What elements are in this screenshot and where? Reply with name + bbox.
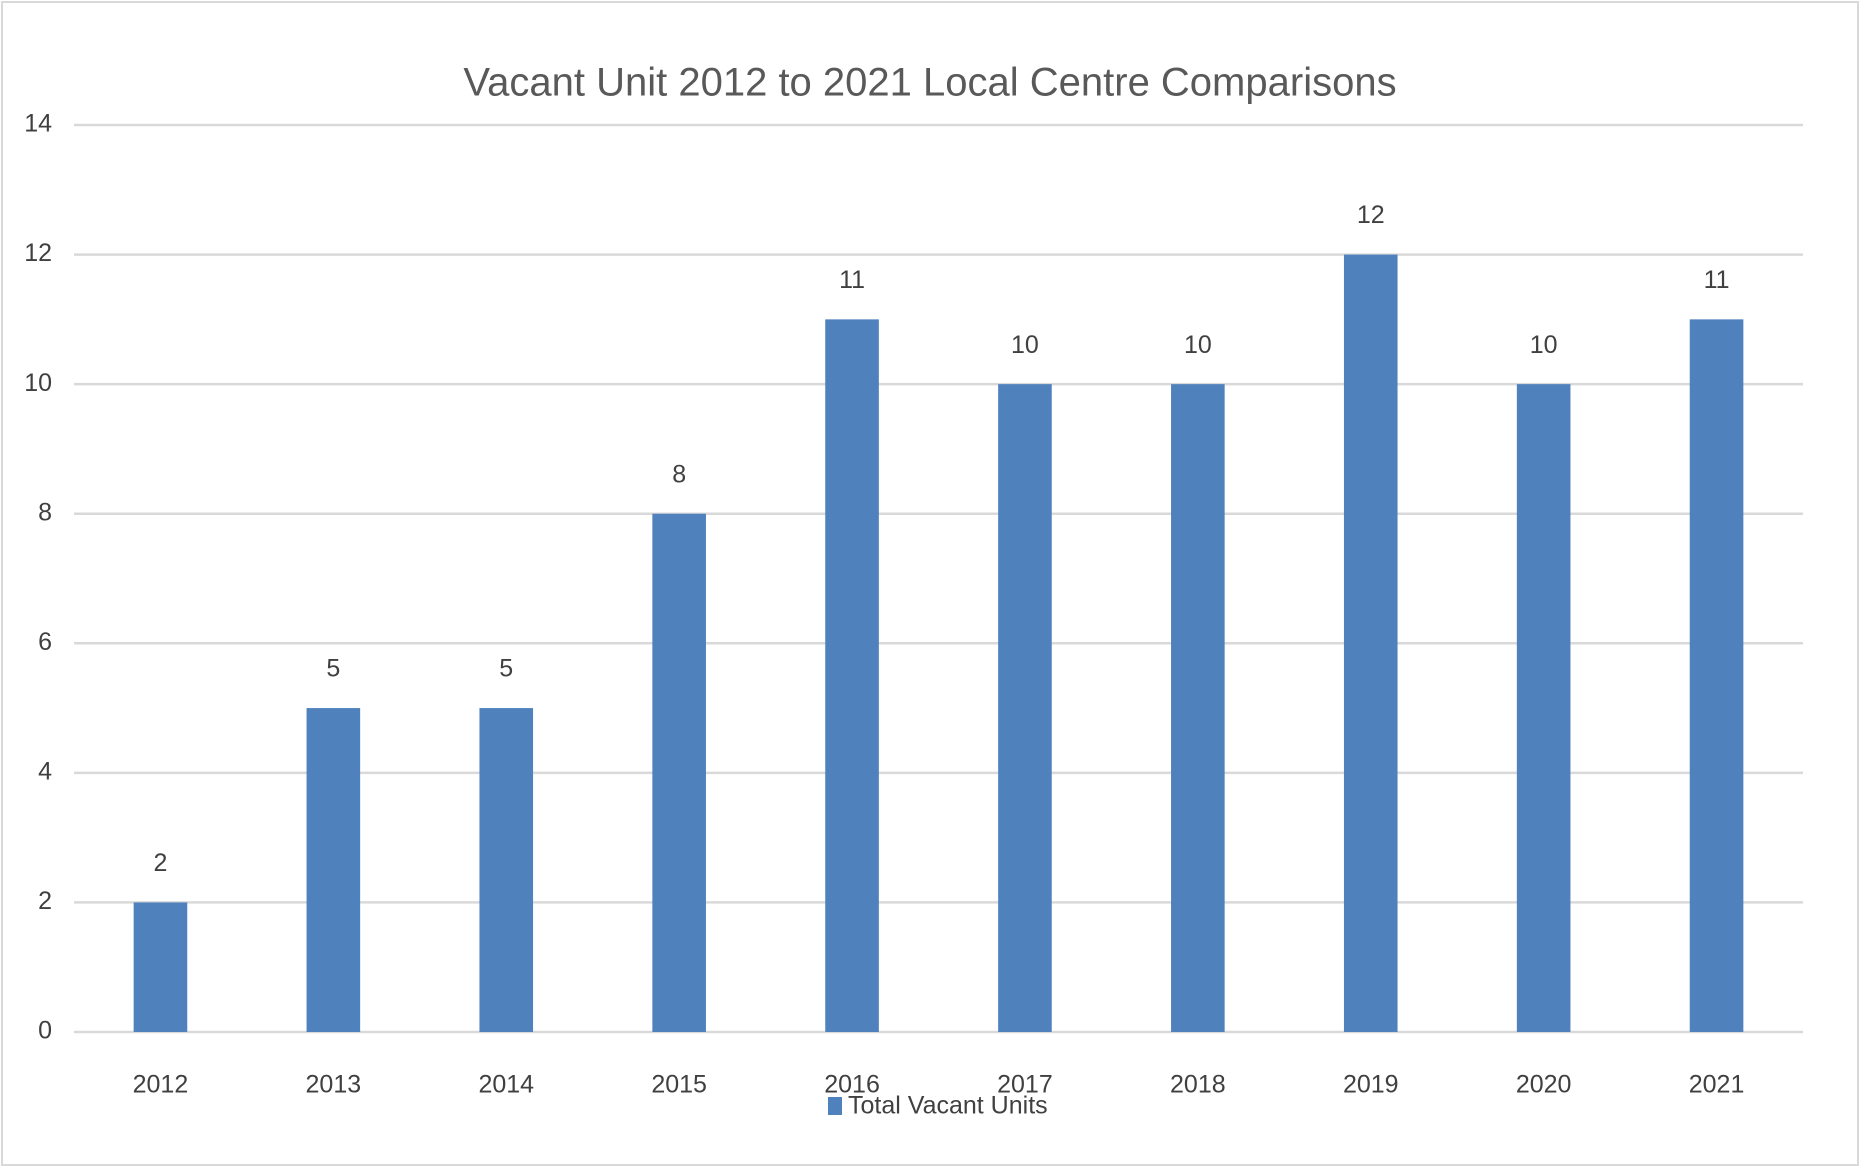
y-tick-label: 14: [24, 110, 52, 138]
data-label: 2: [153, 849, 167, 877]
bar: [1343, 254, 1398, 1033]
y-tick-label: 10: [24, 369, 52, 397]
bar: [306, 708, 361, 1032]
legend-label: Total Vacant Units: [848, 1092, 1048, 1120]
y-tick-label: 6: [38, 628, 52, 656]
bar: [1689, 319, 1744, 1032]
y-tick-label: 0: [38, 1017, 52, 1045]
bar: [133, 902, 188, 1032]
x-tick-label: 2016: [824, 1071, 880, 1099]
data-label: 11: [1704, 266, 1730, 294]
x-tick-label: 2014: [478, 1071, 534, 1099]
data-label: 10: [1184, 331, 1212, 359]
x-tick-label: 2021: [1689, 1071, 1745, 1099]
data-label: 10: [1011, 331, 1039, 359]
x-tick-label: 2020: [1516, 1071, 1572, 1099]
y-tick-label: 8: [38, 498, 52, 526]
data-label: 11: [839, 266, 865, 294]
x-tick-label: 2018: [1170, 1071, 1226, 1099]
y-tick-label: 12: [24, 239, 52, 267]
chart-title: Vacant Unit 2012 to 2021 Local Centre Co…: [463, 61, 1396, 105]
bar: [1516, 384, 1571, 1033]
y-tick-label: 2: [38, 887, 52, 915]
bar: [998, 384, 1052, 1033]
x-tick-label: 2012: [133, 1071, 189, 1099]
x-tick-label: 2017: [997, 1071, 1053, 1099]
x-tick-label: 2015: [651, 1071, 707, 1099]
data-label: 10: [1530, 331, 1558, 359]
data-label: 5: [326, 655, 340, 683]
y-tick-label: 4: [38, 757, 52, 785]
bar: [479, 708, 534, 1032]
x-tick-label: 2019: [1343, 1071, 1399, 1099]
bar: [1171, 384, 1225, 1033]
bar: [825, 319, 879, 1032]
x-tick-label: 2013: [306, 1071, 362, 1099]
data-label: 5: [499, 655, 513, 683]
data-label: 12: [1357, 201, 1385, 229]
legend-swatch: [828, 1097, 842, 1115]
data-label: 8: [672, 460, 686, 488]
bar: [652, 513, 706, 1032]
